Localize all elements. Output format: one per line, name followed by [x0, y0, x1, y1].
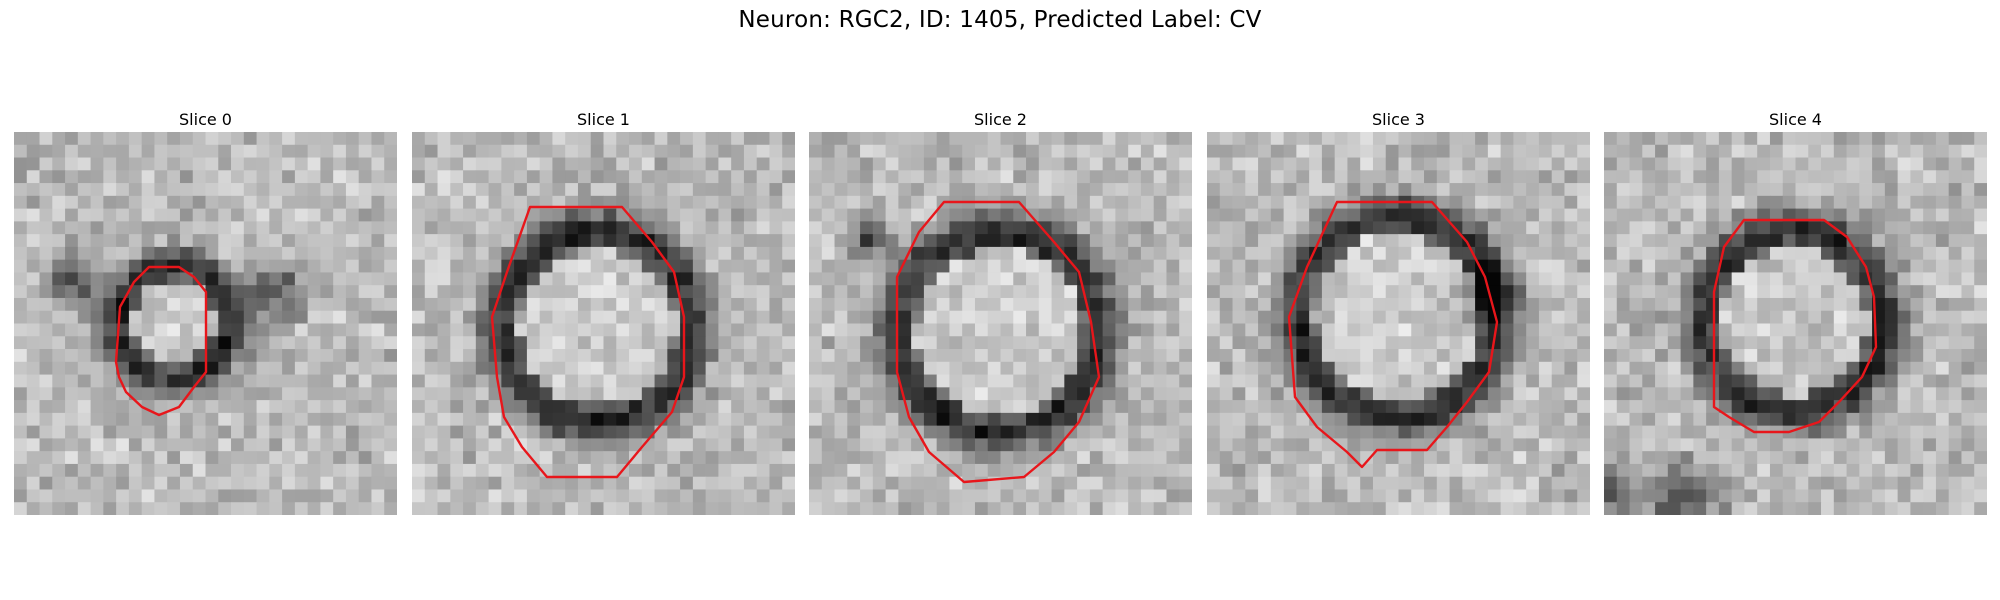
slice-panel-3: Slice 3 — [1207, 108, 1590, 515]
slice-title: Slice 1 — [412, 108, 795, 132]
slice-panel-4: Slice 4 — [1604, 108, 1987, 515]
slice-image — [412, 132, 795, 515]
slice-panel-1: Slice 1 — [412, 108, 795, 515]
slice-image — [14, 132, 397, 515]
slice-image — [809, 132, 1192, 515]
slice-panel-0: Slice 0 — [14, 108, 397, 515]
slice-image — [1207, 132, 1590, 515]
slice-image — [1604, 132, 1987, 515]
figure-title: Neuron: RGC2, ID: 1405, Predicted Label:… — [0, 7, 2000, 33]
slice-title: Slice 0 — [14, 108, 397, 132]
slice-title: Slice 4 — [1604, 108, 1987, 132]
slice-panel-2: Slice 2 — [809, 108, 1192, 515]
slice-title: Slice 2 — [809, 108, 1192, 132]
slice-title: Slice 3 — [1207, 108, 1590, 132]
